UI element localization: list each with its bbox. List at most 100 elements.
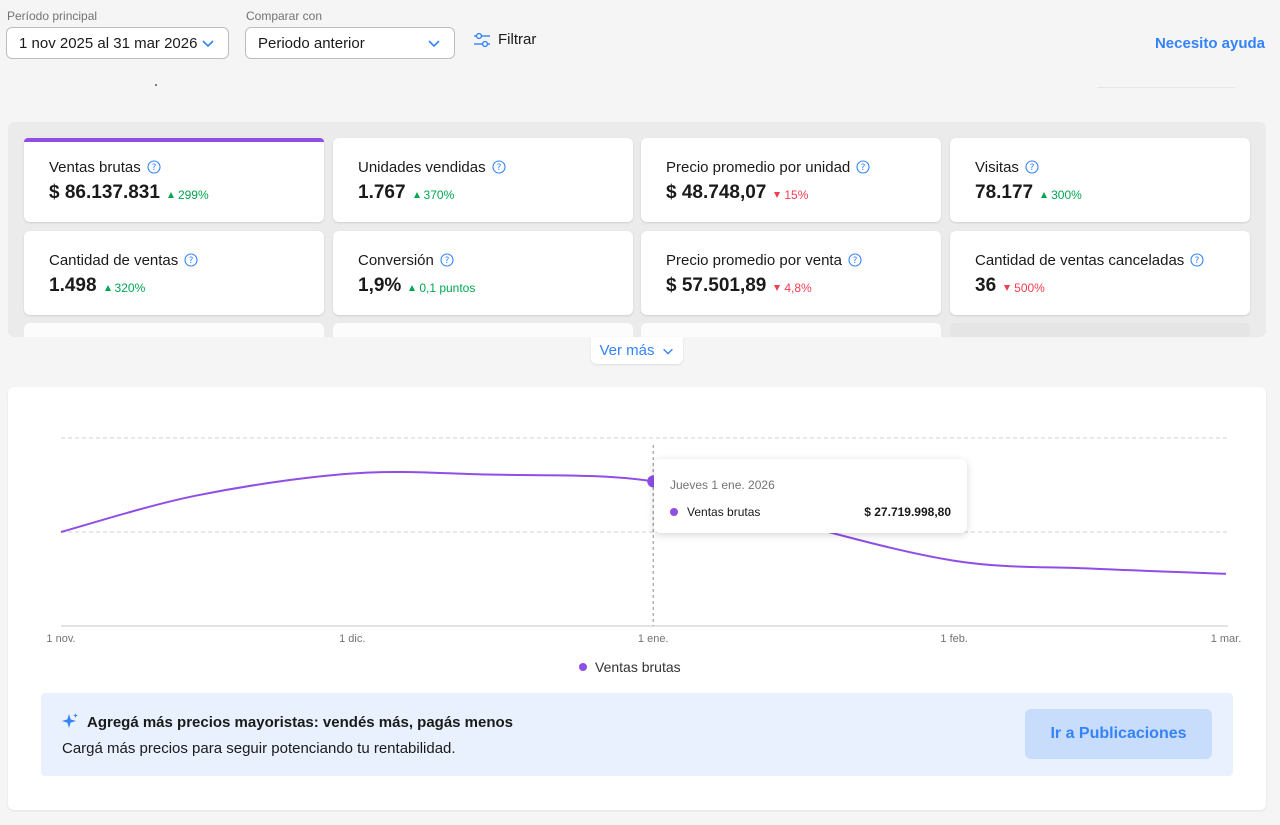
- help-circle-icon[interactable]: ?: [1190, 253, 1204, 267]
- metric-card[interactable]: Unidades vendidas? 1.767 370%: [333, 138, 633, 222]
- metric-delta-value: 370%: [423, 188, 455, 202]
- metric-card-collapsed: [333, 323, 633, 337]
- arrow-down-icon: [774, 192, 781, 198]
- filter-sliders-icon: [474, 32, 490, 47]
- metric-delta: 15%: [774, 188, 808, 202]
- metric-card-collapsed: [24, 323, 324, 337]
- metric-card-collapsed: [641, 323, 941, 337]
- metric-card[interactable]: Ventas brutas? $ 86.137.831 299%: [24, 138, 324, 222]
- sparkle-icon: [62, 713, 78, 728]
- metric-card[interactable]: Precio promedio por unidad? $ 48.748,07 15…: [641, 138, 941, 222]
- help-circle-icon[interactable]: ?: [440, 253, 454, 267]
- help-circle-icon[interactable]: ?: [1025, 160, 1039, 174]
- svg-text:?: ?: [1195, 256, 1200, 266]
- tooltip-series-dot: [670, 508, 678, 516]
- arrow-up-icon: [104, 285, 111, 291]
- tooltip-value: $ 27.719.998,80: [864, 505, 951, 519]
- x-tick-label: 1 dic.: [339, 633, 365, 645]
- ver-mas-button[interactable]: Ver más: [591, 337, 683, 364]
- metric-title: Conversión: [358, 251, 434, 269]
- chevron-down-icon: [662, 348, 673, 355]
- x-tick-label: 1 feb.: [940, 633, 968, 645]
- chart-legend: Ventas brutas: [579, 659, 681, 675]
- metric-delta: 299%: [167, 188, 209, 202]
- metric-card[interactable]: Precio promedio por venta? $ 57.501,89 4,8…: [641, 231, 941, 315]
- help-circle-icon[interactable]: ?: [848, 253, 862, 267]
- compare-select[interactable]: Periodo anterior: [245, 27, 455, 59]
- metric-value: $ 86.137.831: [49, 182, 160, 203]
- go-to-listings-button[interactable]: Ir a Publicaciones: [1025, 709, 1212, 759]
- chart-panel: 1 nov. 1 dic. 1 ene. 1 feb. 1 mar. Jueves 1 …: [8, 387, 1266, 810]
- chevron-down-icon: [428, 40, 440, 48]
- metric-value: 1.498: [49, 275, 97, 296]
- divider-dot: [155, 84, 157, 86]
- arrow-down-icon: [774, 285, 781, 291]
- arrow-up-icon: [1041, 192, 1048, 198]
- metric-delta: 500%: [1004, 281, 1045, 295]
- svg-text:?: ?: [151, 163, 156, 173]
- metric-title: Unidades vendidas: [358, 158, 486, 176]
- metric-value: $ 57.501,89: [666, 275, 767, 296]
- legend-label: Ventas brutas: [595, 659, 681, 675]
- help-circle-icon[interactable]: ?: [184, 253, 198, 267]
- svg-text:?: ?: [861, 163, 866, 173]
- tooltip-date: Jueves 1 ene. 2026: [670, 478, 775, 492]
- metric-value: 1,9%: [358, 275, 402, 296]
- metric-card[interactable]: Visitas? 78.177 300%: [950, 138, 1250, 222]
- metric-delta-value: 299%: [177, 188, 209, 202]
- x-tick-label: 1 mar.: [1211, 633, 1242, 645]
- arrow-up-icon: [167, 192, 174, 198]
- metric-value: 78.177: [975, 182, 1034, 203]
- metric-delta-value: 320%: [114, 281, 146, 295]
- series-line-ventas-brutas: [60, 470, 1227, 575]
- metric-title: Precio promedio por venta: [666, 251, 842, 269]
- metric-card-collapsed: [950, 323, 1250, 337]
- metric-card[interactable]: Conversión? 1,9% 0,1 puntos: [333, 231, 633, 315]
- metric-delta: 4,8%: [774, 281, 812, 295]
- svg-text:?: ?: [189, 256, 194, 266]
- chart-tooltip: Jueves 1 ene. 2026 Ventas brutas $ 27.71…: [654, 459, 967, 533]
- svg-text:?: ?: [1030, 163, 1035, 173]
- metric-card[interactable]: Cantidad de ventas canceladas? 36 500%: [950, 231, 1250, 315]
- period-select[interactable]: 1 nov 2025 al 31 mar 2026: [6, 27, 229, 59]
- compare-select-value: Periodo anterior: [258, 34, 365, 52]
- metric-card[interactable]: Cantidad de ventas? 1.498 320%: [24, 231, 324, 315]
- filter-label: Filtrar: [498, 31, 537, 48]
- x-tick-label: 1 nov.: [46, 633, 75, 645]
- help-link[interactable]: Necesito ayuda: [1154, 35, 1265, 52]
- svg-text:?: ?: [444, 256, 449, 266]
- metric-value: $ 48.748,07: [666, 182, 767, 203]
- period-select-value: 1 nov 2025 al 31 mar 2026: [19, 34, 198, 52]
- metric-delta: 370%: [413, 188, 455, 202]
- metric-delta: 300%: [1041, 188, 1082, 202]
- arrow-up-icon: [413, 192, 420, 198]
- metric-title: Cantidad de ventas: [49, 251, 179, 269]
- metric-title: Ventas brutas: [49, 158, 141, 176]
- metric-delta-value: 15%: [784, 188, 809, 202]
- metrics-panel: Ventas brutas? $ 86.137.831 299% Unidades v…: [8, 122, 1266, 337]
- metric-delta-value: 500%: [1014, 281, 1045, 295]
- compare-label: Comparar con: [246, 9, 323, 23]
- help-circle-icon[interactable]: ?: [147, 160, 161, 174]
- sales-line-chart[interactable]: 1 nov. 1 dic. 1 ene. 1 feb. 1 mar.: [8, 387, 1266, 687]
- help-circle-icon[interactable]: ?: [492, 160, 506, 174]
- metric-delta-value: 4,8%: [784, 281, 812, 295]
- x-tick-label: 1 ene.: [638, 633, 669, 645]
- promo-banner: Agregá más precios mayoristas: vendés má…: [41, 693, 1233, 776]
- metric-title: Cantidad de ventas canceladas: [975, 251, 1185, 269]
- help-circle-icon[interactable]: ?: [856, 160, 870, 174]
- metric-delta: 0,1 puntos: [409, 281, 475, 295]
- banner-subtitle: Cargá más precios para seguir potenciand…: [62, 740, 456, 757]
- arrow-down-icon: [1004, 285, 1011, 291]
- ver-mas-label: Ver más: [599, 342, 655, 359]
- metric-value: 36: [975, 275, 997, 296]
- metric-delta: 320%: [104, 281, 146, 295]
- metric-value: 1.767: [358, 182, 406, 203]
- period-label: Período principal: [7, 9, 98, 23]
- banner-title: Agregá más precios mayoristas: vendés má…: [87, 714, 514, 731]
- metric-title: Visitas: [975, 158, 1019, 176]
- filter-button[interactable]: Filtrar: [473, 31, 536, 48]
- svg-text:?: ?: [496, 163, 501, 173]
- divider-line: [1097, 87, 1235, 88]
- metric-delta-value: 0,1 puntos: [419, 281, 476, 295]
